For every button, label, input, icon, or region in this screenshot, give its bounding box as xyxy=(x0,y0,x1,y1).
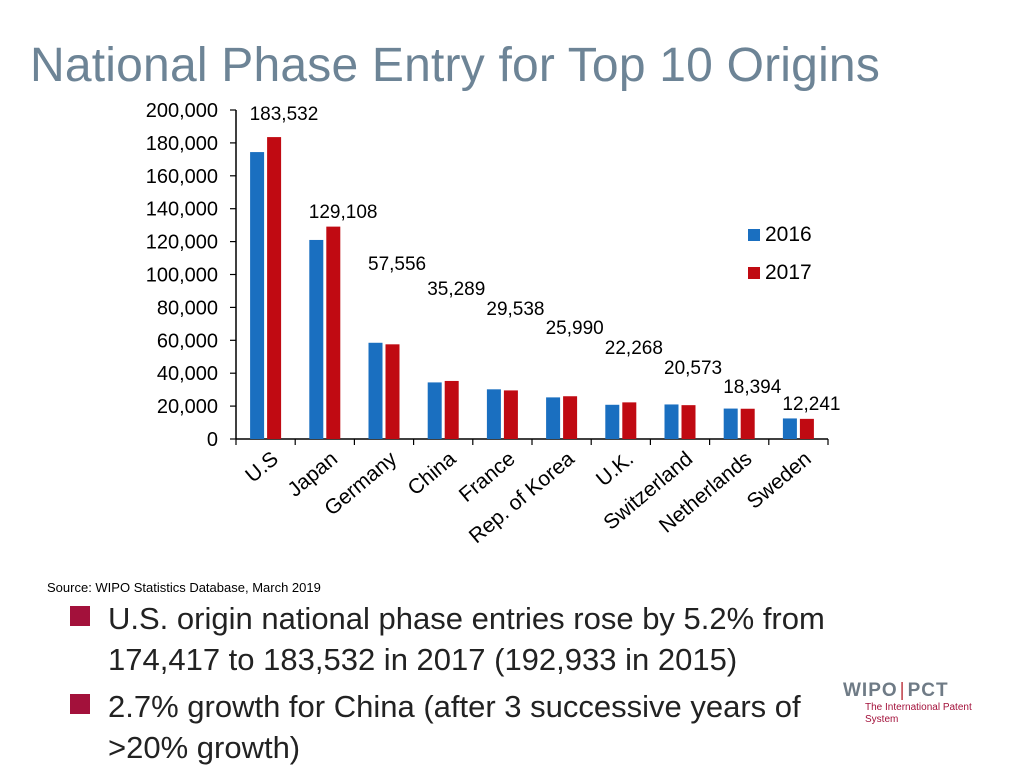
y-tick-label: 80,000 xyxy=(157,297,218,319)
bar-2017 xyxy=(563,396,578,439)
logo-wordmark: WIPO | PCT xyxy=(843,680,949,701)
y-tick-label: 160,000 xyxy=(146,166,218,188)
legend-swatch-2016 xyxy=(748,229,760,241)
bar-2016 xyxy=(605,404,620,439)
y-tick-label: 180,000 xyxy=(146,133,218,155)
bar-2017 xyxy=(681,405,696,439)
bar-2017 xyxy=(622,402,637,439)
bullet-item: 2.7% growth for China (after 3 successiv… xyxy=(70,686,930,768)
bullet-list: U.S. origin national phase entries rose … xyxy=(70,598,930,774)
bullet-text: 2.7% growth for China (after 3 successiv… xyxy=(108,689,801,765)
y-tick-label: 140,000 xyxy=(146,199,218,221)
bullet-square-icon xyxy=(70,606,90,626)
data-label: 35,289 xyxy=(427,279,485,300)
bar-2016 xyxy=(250,152,265,439)
bar-2017 xyxy=(385,344,400,439)
x-category-label: U.S xyxy=(241,447,283,487)
bar-2016 xyxy=(368,342,383,439)
data-label: 25,990 xyxy=(546,318,604,339)
x-category-label: Sweden xyxy=(743,447,816,513)
y-tick-label: 120,000 xyxy=(146,232,218,254)
legend-swatch-2017 xyxy=(748,267,760,279)
wipo-pct-logo: WIPO | PCT The International Patent System xyxy=(843,680,975,726)
bar-2016 xyxy=(664,404,679,439)
legend-label: 2016 xyxy=(765,223,812,246)
y-tick-label: 20,000 xyxy=(157,396,218,418)
logo-subtitle: The International Patent System xyxy=(865,702,972,725)
page-title: National Phase Entry for Top 10 Origins xyxy=(30,39,881,92)
bar-2016 xyxy=(723,408,738,439)
bullet-square-icon xyxy=(70,694,90,714)
data-label: 129,108 xyxy=(309,202,378,223)
y-tick-label: 100,000 xyxy=(146,265,218,287)
bar-chart: 0 20,000 40,000 60,000 80,000 100,000 120,000 1… xyxy=(146,100,841,548)
bar-2017 xyxy=(740,408,755,439)
bar-2017 xyxy=(326,226,341,439)
bar-2016 xyxy=(486,389,501,439)
data-label: 22,268 xyxy=(605,338,663,359)
y-tick-label: 60,000 xyxy=(157,330,218,352)
source-note: Source: WIPO Statistics Database, March … xyxy=(47,580,321,595)
bar-2016 xyxy=(309,239,324,439)
data-label: 29,538 xyxy=(486,299,544,320)
y-tick-label: 40,000 xyxy=(157,363,218,385)
bar-2016 xyxy=(546,397,561,439)
bar-2016 xyxy=(782,418,797,439)
data-label: 57,556 xyxy=(368,254,426,275)
x-category-label: China xyxy=(404,447,461,500)
data-label: 183,532 xyxy=(250,104,319,125)
data-label: 12,241 xyxy=(782,394,840,415)
x-category-label: Rep. of Korea xyxy=(465,447,579,548)
y-tick-label: 0 xyxy=(207,429,218,451)
bar-2017 xyxy=(444,380,459,439)
bar-2016 xyxy=(427,382,442,439)
bullet-text: U.S. origin national phase entries rose … xyxy=(108,601,825,677)
bullet-item: U.S. origin national phase entries rose … xyxy=(70,598,930,680)
bar-2017 xyxy=(799,418,814,439)
data-label: 18,394 xyxy=(723,377,782,398)
bar-2017 xyxy=(267,137,282,440)
bar-2017 xyxy=(503,390,518,439)
y-tick-label: 200,000 xyxy=(146,100,218,122)
legend-label: 2017 xyxy=(765,261,812,284)
data-label: 20,573 xyxy=(664,358,722,379)
x-category-label: U.K. xyxy=(592,447,638,491)
